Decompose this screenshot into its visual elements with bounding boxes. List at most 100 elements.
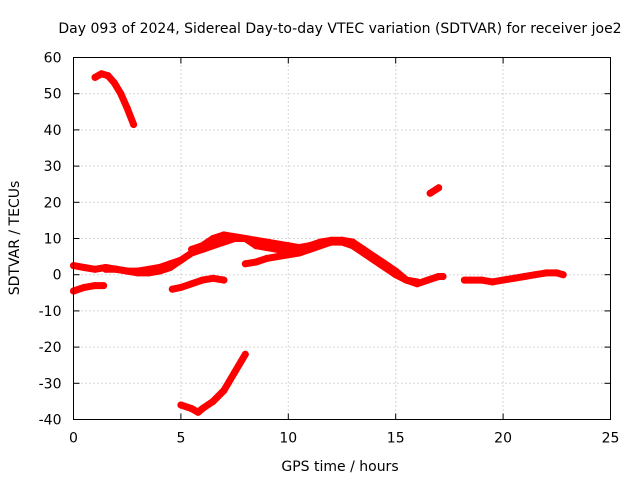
data-point	[488, 278, 496, 286]
data-point	[392, 271, 400, 279]
data-point	[97, 70, 105, 78]
data-point	[145, 269, 153, 277]
data-point	[220, 276, 228, 284]
y-tick-label: -40	[39, 413, 62, 429]
data-point	[198, 242, 206, 250]
data-point	[102, 265, 110, 273]
data-point	[168, 285, 176, 293]
x-tick-label: 0	[69, 431, 78, 447]
data-point	[188, 245, 196, 253]
trace-arc-3	[70, 282, 108, 295]
data-point	[402, 276, 410, 284]
data-point	[478, 276, 486, 284]
data-point	[134, 269, 142, 277]
data-point	[231, 233, 239, 241]
y-axis-label: SDTVAR / TECUs	[7, 181, 23, 296]
y-tick-label: -30	[39, 376, 62, 392]
data-point	[100, 282, 108, 290]
y-tick-label: 10	[44, 232, 62, 248]
axis-ticks: 0 5 10 15 20 25 -40 -30 -20 -10 0 10 20 30 40 50 60	[39, 51, 620, 447]
data-point	[381, 264, 389, 271]
data-point	[220, 387, 228, 394]
data-traces	[70, 70, 567, 416]
data-point	[274, 245, 282, 253]
data-point	[91, 282, 99, 290]
data-point	[117, 90, 125, 98]
data-point	[209, 235, 217, 242]
data-point	[177, 401, 185, 409]
data-point	[80, 264, 88, 271]
data-point	[241, 260, 249, 268]
data-point	[338, 238, 346, 246]
data-point	[209, 397, 217, 405]
x-tick-label: 10	[279, 431, 297, 447]
data-point	[220, 238, 228, 246]
y-tick-label: 50	[44, 87, 62, 103]
data-point	[306, 245, 314, 253]
data-point	[263, 254, 271, 262]
data-point	[209, 242, 217, 250]
data-point	[531, 271, 539, 279]
y-tick-label: -20	[39, 340, 62, 356]
data-point	[327, 238, 335, 246]
data-point	[424, 276, 432, 284]
data-point	[188, 280, 196, 288]
data-point	[209, 274, 217, 282]
data-point	[231, 368, 239, 376]
x-tick-label: 20	[494, 431, 512, 447]
x-tick-label: 5	[176, 431, 185, 447]
data-point	[177, 283, 185, 291]
y-tick-label: -10	[39, 304, 62, 320]
data-point	[252, 242, 260, 250]
data-point	[510, 274, 518, 282]
data-point	[521, 273, 529, 280]
data-point	[155, 267, 163, 275]
data-point	[198, 405, 206, 413]
data-point	[295, 249, 303, 257]
data-point	[349, 242, 357, 250]
data-point	[317, 242, 324, 250]
data-point	[241, 235, 249, 242]
data-point	[553, 269, 561, 277]
y-tick-label: 60	[44, 51, 62, 67]
data-point	[188, 405, 196, 413]
data-point	[542, 269, 550, 277]
data-point	[460, 276, 468, 284]
data-point	[91, 265, 99, 273]
data-point	[426, 189, 434, 197]
data-point	[439, 273, 447, 280]
y-tick-label: 30	[44, 159, 62, 175]
data-point	[177, 256, 185, 264]
data-point	[104, 72, 112, 80]
data-point	[110, 79, 118, 87]
data-point	[123, 267, 131, 275]
data-point	[499, 276, 507, 284]
chart-title: Day 093 of 2024, Sidereal Day-to-day VTE…	[58, 21, 621, 37]
data-point	[263, 244, 271, 252]
data-point	[241, 350, 249, 358]
data-point	[284, 251, 292, 259]
data-point	[220, 231, 228, 239]
data-point	[559, 271, 567, 279]
data-point	[113, 265, 120, 273]
data-point	[274, 253, 282, 261]
data-point	[360, 249, 367, 257]
data-point	[370, 256, 378, 264]
y-tick-label: 20	[44, 195, 62, 211]
x-tick-label: 25	[602, 431, 620, 447]
y-tick-label: 0	[53, 268, 62, 284]
data-point	[166, 264, 174, 271]
data-point	[467, 276, 475, 284]
data-point	[123, 104, 131, 112]
x-axis-label: GPS time / hours	[281, 459, 398, 475]
data-point	[80, 283, 88, 291]
data-point	[252, 258, 260, 266]
data-point	[435, 184, 443, 192]
data-point	[91, 73, 99, 81]
data-point	[198, 276, 206, 284]
data-point	[130, 121, 138, 128]
data-point	[413, 278, 421, 286]
y-tick-label: 40	[44, 123, 62, 139]
x-tick-label: 15	[387, 431, 405, 447]
